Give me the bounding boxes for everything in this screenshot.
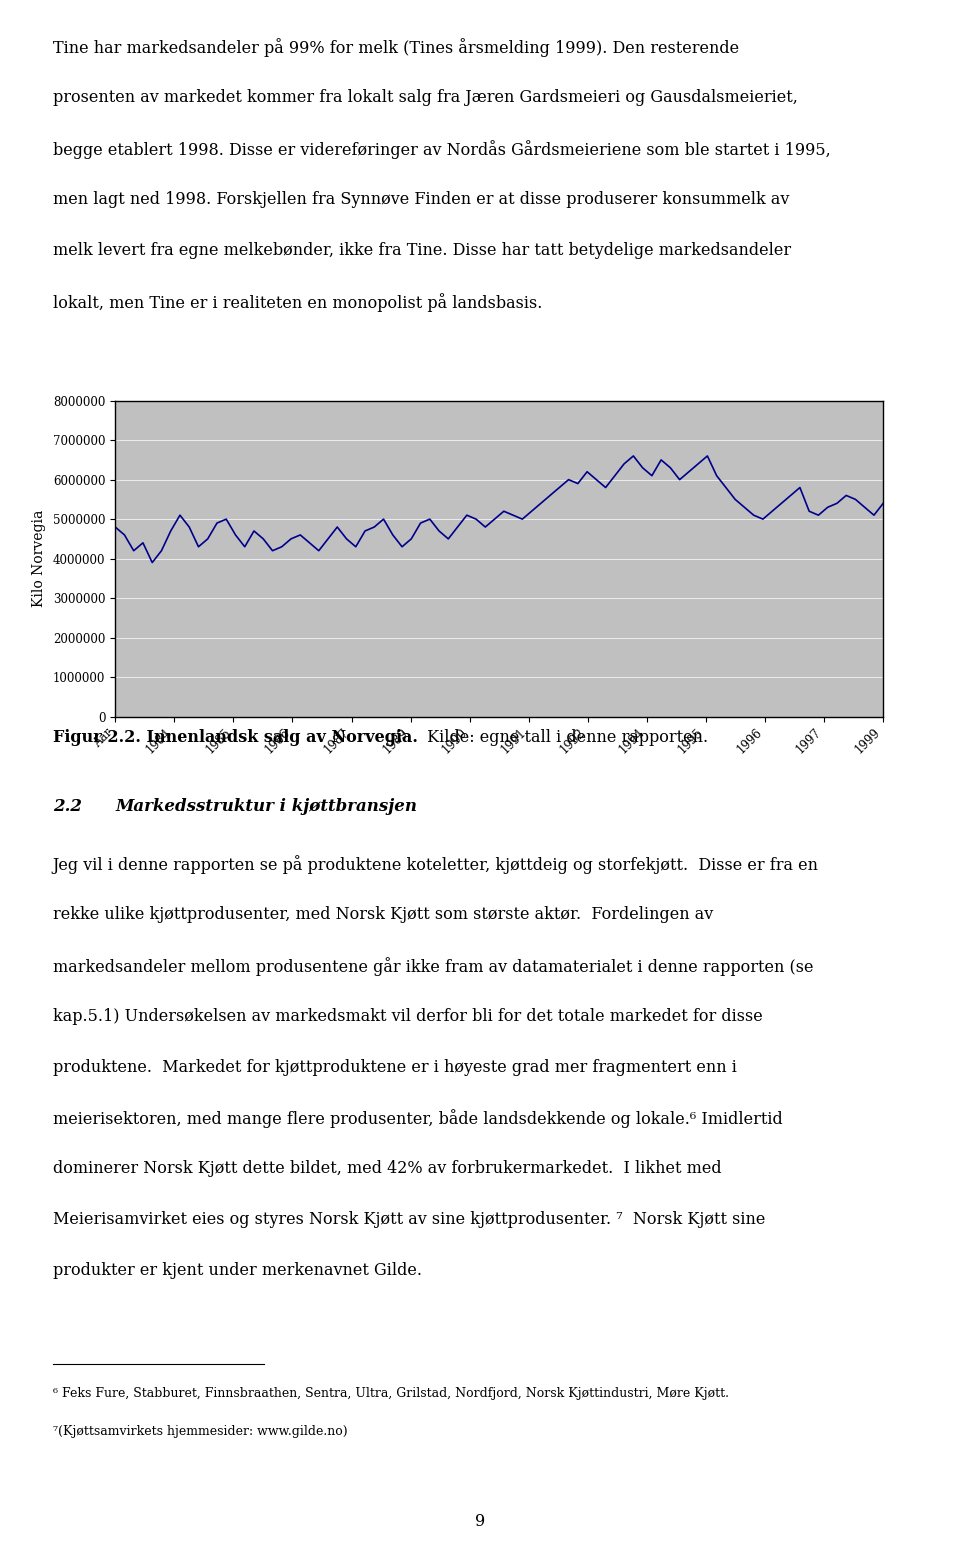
Text: dominerer Norsk Kjøtt dette bildet, med 42% av forbrukermarkedet.  I likhet med: dominerer Norsk Kjøtt dette bildet, med …: [53, 1160, 721, 1177]
Text: Meierisamvirket eies og styres Norsk Kjøtt av sine kjøttprodusenter. ⁷  Norsk Kj: Meierisamvirket eies og styres Norsk Kjø…: [53, 1211, 765, 1228]
Text: Kilde: egne tall i denne rapporten.: Kilde: egne tall i denne rapporten.: [422, 729, 708, 746]
Text: ⁶ Feks Fure, Stabburet, Finnsbraathen, Sentra, Ultra, Grilstad, Nordfjord, Norsk: ⁶ Feks Fure, Stabburet, Finnsbraathen, S…: [53, 1387, 729, 1399]
Text: Tine har markedsandeler på 99% for melk (Tines årsmelding 1999). Den resterende: Tine har markedsandeler på 99% for melk …: [53, 39, 739, 57]
Text: Markedsstruktur i kjøttbransjen: Markedsstruktur i kjøttbransjen: [115, 798, 418, 815]
Text: ⁷(Kjøttsamvirkets hjemmesider: www.gilde.no): ⁷(Kjøttsamvirkets hjemmesider: www.gilde…: [53, 1425, 348, 1438]
Text: 2.2: 2.2: [53, 798, 82, 815]
Text: produkter er kjent under merkenavnet Gilde.: produkter er kjent under merkenavnet Gil…: [53, 1262, 421, 1279]
Text: produktene.  Markedet for kjøttproduktene er i høyeste grad mer fragmentert enn : produktene. Markedet for kjøttproduktene…: [53, 1059, 736, 1076]
Text: 9: 9: [475, 1513, 485, 1530]
Text: begge etablert 1998. Disse er videreføringer av Nordås Gårdsmeieriene som ble st: begge etablert 1998. Disse er videreføri…: [53, 140, 830, 159]
Text: rekke ulike kjøttprodusenter, med Norsk Kjøtt som største aktør.  Fordelingen av: rekke ulike kjøttprodusenter, med Norsk …: [53, 906, 713, 923]
Y-axis label: Kilo Norvegia: Kilo Norvegia: [32, 510, 46, 607]
Text: kap.5.1) Undersøkelsen av markedsmakt vil derfor bli for det totale markedet for: kap.5.1) Undersøkelsen av markedsmakt vi…: [53, 1008, 762, 1025]
Text: Figur 2.2. Innenlandsk salg av Norvegia.: Figur 2.2. Innenlandsk salg av Norvegia.: [53, 729, 418, 746]
Text: meierisektoren, med mange flere produsenter, både landsdekkende og lokale.⁶ Imid: meierisektoren, med mange flere produsen…: [53, 1110, 782, 1128]
Text: melk levert fra egne melkebønder, ikke fra Tine. Disse har tatt betydelige marke: melk levert fra egne melkebønder, ikke f…: [53, 242, 791, 259]
Text: men lagt ned 1998. Forskjellen fra Synnøve Finden er at disse produserer konsumm: men lagt ned 1998. Forskjellen fra Synnø…: [53, 191, 789, 208]
Text: lokalt, men Tine er i realiteten en monopolist på landsbasis.: lokalt, men Tine er i realiteten en mono…: [53, 293, 542, 311]
Text: markedsandeler mellom produsentene går ikke fram av datamaterialet i denne rappo: markedsandeler mellom produsentene går i…: [53, 957, 813, 975]
Text: Jeg vil i denne rapporten se på produktene koteletter, kjøttdeig og storfekjøtt.: Jeg vil i denne rapporten se på produkte…: [53, 855, 819, 874]
Text: prosenten av markedet kommer fra lokalt salg fra Jæren Gardsmeieri og Gausdalsme: prosenten av markedet kommer fra lokalt …: [53, 89, 798, 106]
